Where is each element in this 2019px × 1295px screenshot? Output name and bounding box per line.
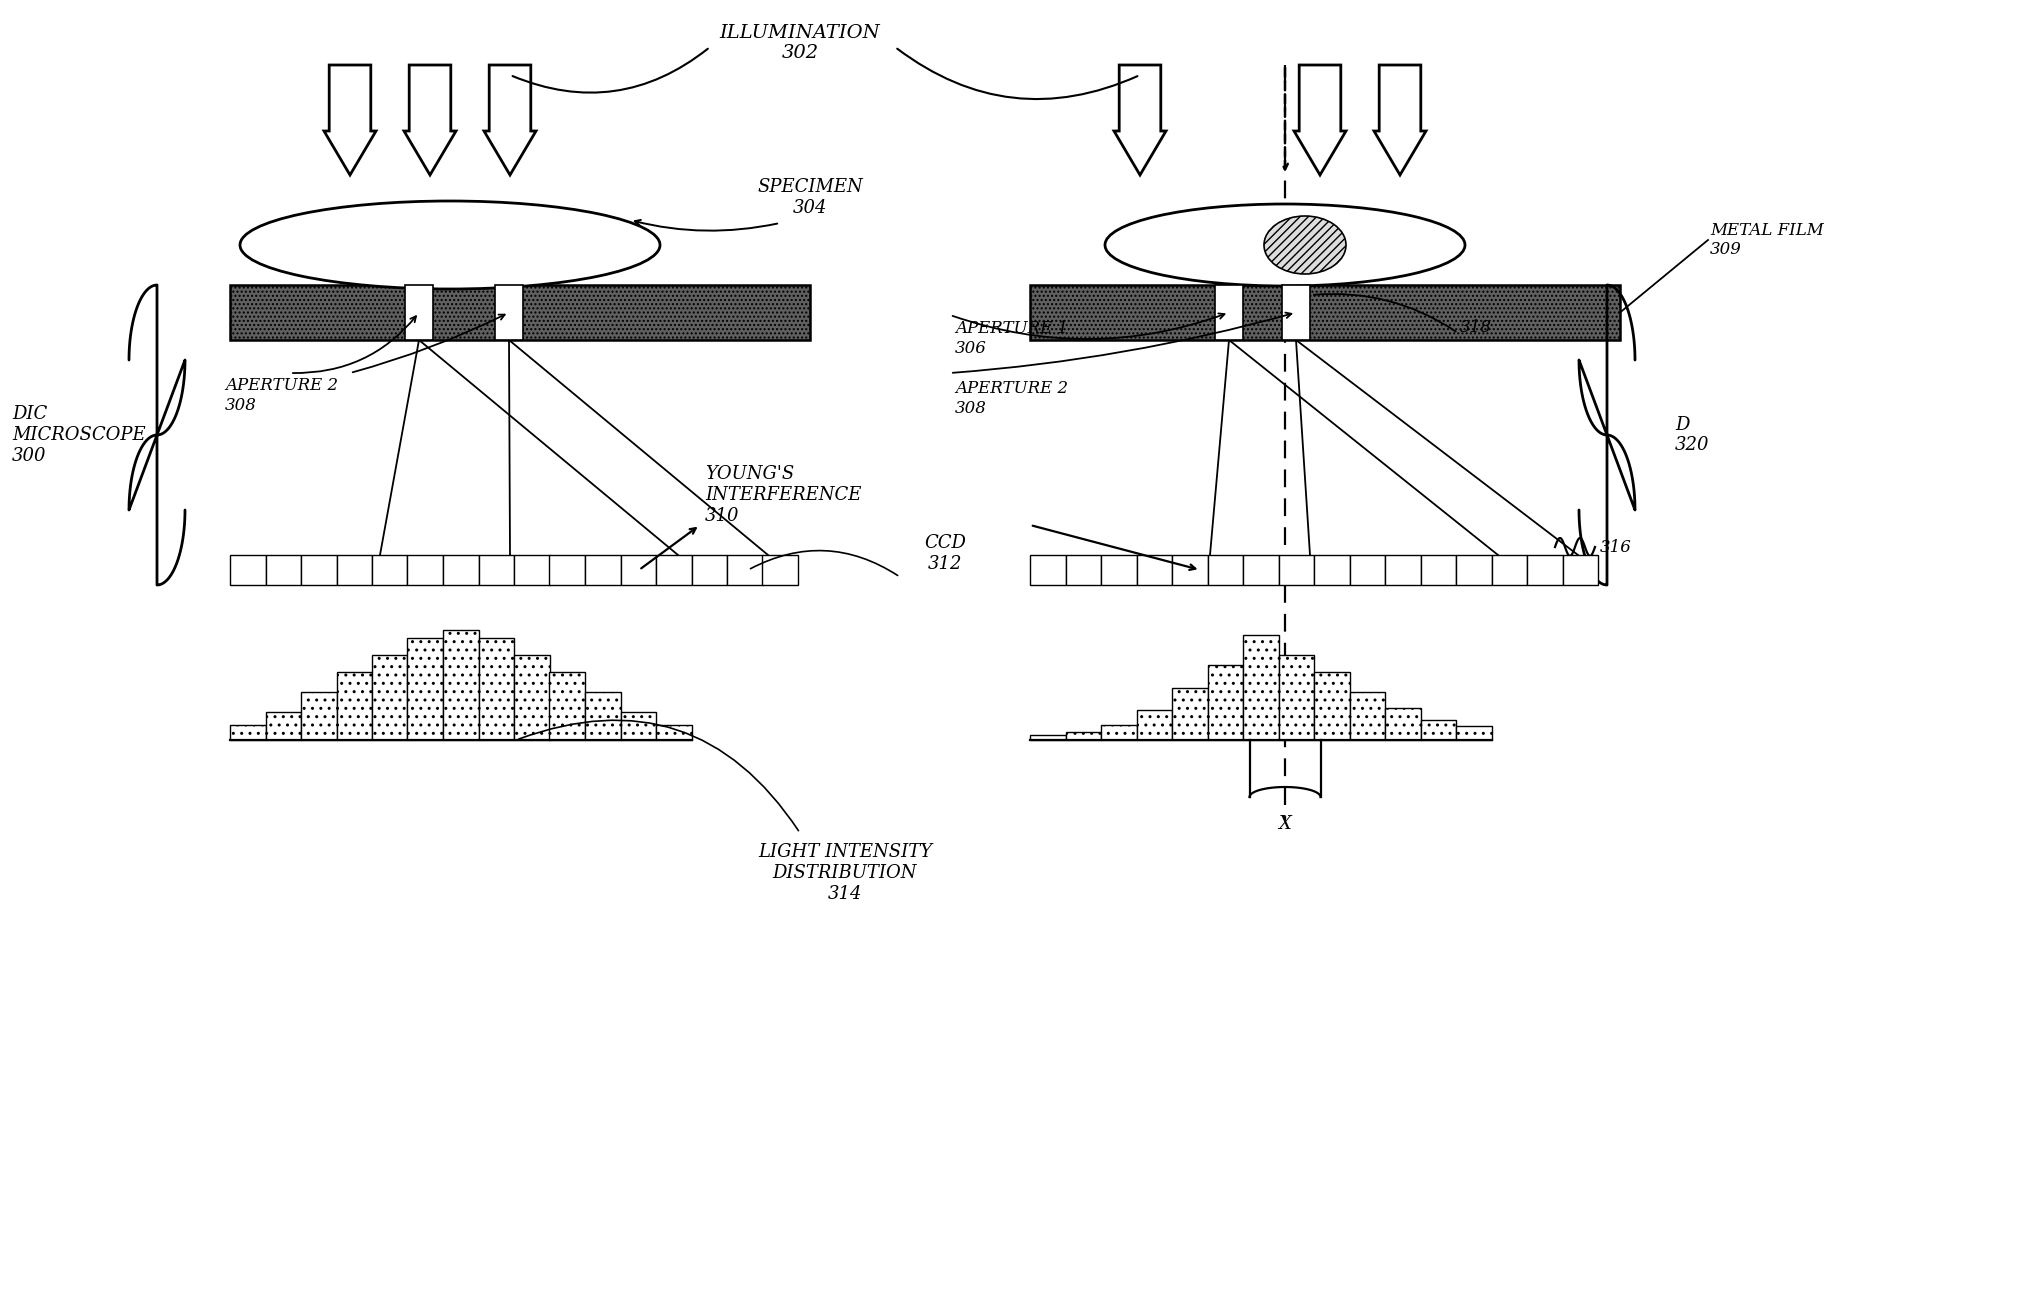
Ellipse shape <box>240 201 660 289</box>
Polygon shape <box>323 65 376 175</box>
Bar <box>1244 635 1278 739</box>
Bar <box>690 556 727 585</box>
Bar <box>1278 655 1314 739</box>
Polygon shape <box>1294 65 1347 175</box>
Bar <box>1492 556 1526 585</box>
Text: DIC
MICROSCOPE
300: DIC MICROSCOPE 300 <box>12 405 145 465</box>
Bar <box>1137 710 1171 739</box>
Bar <box>1171 688 1207 739</box>
Bar <box>371 655 408 739</box>
Bar <box>620 712 656 739</box>
Bar <box>1030 556 1066 585</box>
Text: 318: 318 <box>1460 319 1492 335</box>
Bar <box>1314 672 1349 739</box>
Bar <box>620 556 656 585</box>
Text: APERTURE 2
308: APERTURE 2 308 <box>224 377 337 413</box>
Bar <box>1171 556 1207 585</box>
Bar <box>586 692 620 739</box>
Bar <box>586 556 620 585</box>
Bar <box>1526 556 1563 585</box>
Ellipse shape <box>1104 205 1466 286</box>
Bar <box>549 556 586 585</box>
Bar <box>408 556 442 585</box>
Polygon shape <box>404 65 456 175</box>
Bar <box>1066 732 1100 739</box>
Bar <box>1563 556 1597 585</box>
Text: CCD
312: CCD 312 <box>925 535 965 572</box>
Bar <box>1215 285 1244 341</box>
Text: APERTURE 1
306: APERTURE 1 306 <box>955 320 1068 356</box>
Bar <box>656 556 690 585</box>
Bar <box>408 638 442 739</box>
Bar <box>1456 556 1492 585</box>
Bar <box>479 638 515 739</box>
Polygon shape <box>1114 65 1167 175</box>
Bar <box>515 556 549 585</box>
Bar <box>727 556 763 585</box>
Bar <box>267 712 301 739</box>
Text: APERTURE 2
308: APERTURE 2 308 <box>955 379 1068 417</box>
Text: D
320: D 320 <box>1676 416 1710 455</box>
Bar <box>656 725 690 739</box>
Polygon shape <box>485 65 535 175</box>
Bar <box>301 692 337 739</box>
Bar <box>230 556 267 585</box>
Bar <box>1282 285 1310 341</box>
Ellipse shape <box>1264 216 1347 275</box>
Bar <box>1421 720 1456 739</box>
Bar <box>406 285 432 341</box>
Bar <box>1244 556 1278 585</box>
Bar <box>1207 556 1244 585</box>
Bar <box>1421 556 1456 585</box>
Bar <box>479 556 515 585</box>
Bar <box>230 285 810 341</box>
Bar <box>495 285 523 341</box>
Text: X: X <box>1278 815 1292 833</box>
Bar <box>515 655 549 739</box>
Bar <box>1066 556 1100 585</box>
Text: ILLUMINATION
302: ILLUMINATION 302 <box>719 23 880 62</box>
Bar <box>1278 556 1314 585</box>
Bar <box>442 629 479 739</box>
Text: SPECIMEN
304: SPECIMEN 304 <box>757 179 862 218</box>
Bar <box>549 672 586 739</box>
Bar <box>1349 692 1385 739</box>
Text: LIGHT INTENSITY
DISTRIBUTION
314: LIGHT INTENSITY DISTRIBUTION 314 <box>757 843 933 903</box>
Bar <box>337 672 371 739</box>
Bar <box>301 556 337 585</box>
Polygon shape <box>1375 65 1425 175</box>
Bar <box>1030 736 1066 739</box>
Bar <box>1137 556 1171 585</box>
Text: 316: 316 <box>1599 539 1631 556</box>
Bar <box>1385 708 1421 739</box>
Bar <box>1314 556 1349 585</box>
Bar <box>1207 666 1244 739</box>
Bar <box>1456 726 1492 739</box>
Bar <box>267 556 301 585</box>
Bar <box>763 556 798 585</box>
Bar <box>371 556 408 585</box>
Bar <box>1100 556 1137 585</box>
Bar <box>1385 556 1421 585</box>
Bar <box>1030 285 1619 341</box>
Bar <box>1100 725 1137 739</box>
Bar <box>337 556 371 585</box>
Bar <box>1349 556 1385 585</box>
Text: METAL FILM
309: METAL FILM 309 <box>1710 221 1823 258</box>
Bar <box>230 725 267 739</box>
Text: YOUNG'S
INTERFERENCE
310: YOUNG'S INTERFERENCE 310 <box>705 465 862 524</box>
Bar <box>442 556 479 585</box>
